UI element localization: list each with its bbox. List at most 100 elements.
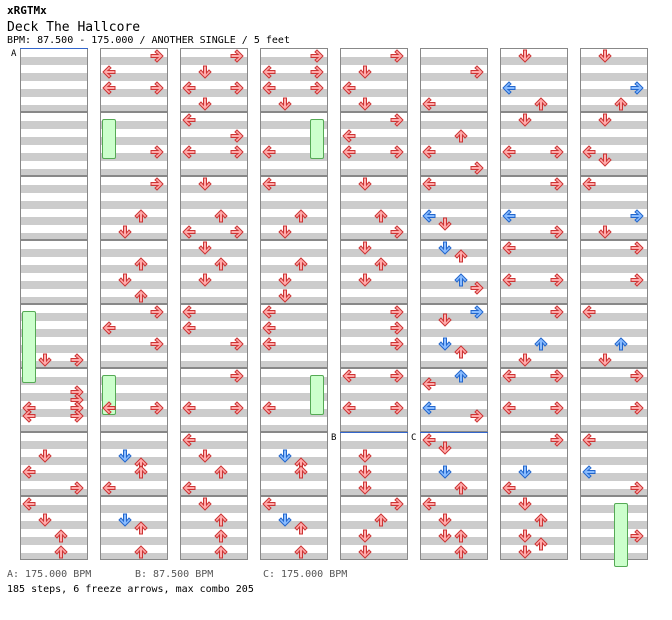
arrow-down-icon (438, 441, 452, 455)
freeze-arrow-body (310, 119, 324, 159)
measure-block (20, 496, 88, 560)
arrow-right-icon (550, 225, 564, 239)
arrow-down-icon (358, 241, 372, 255)
arrow-left-icon (262, 337, 276, 351)
arrow-up-icon (294, 257, 308, 271)
arrow-up-icon (134, 209, 148, 223)
bpm-change-line (340, 432, 408, 433)
arrow-down-icon (438, 513, 452, 527)
arrow-right-icon (390, 305, 404, 319)
arrow-left-icon (342, 401, 356, 415)
arrow-left-icon (262, 145, 276, 159)
arrow-right-icon (390, 337, 404, 351)
arrow-right-icon (230, 81, 244, 95)
arrow-left-icon (102, 321, 116, 335)
arrow-right-icon (230, 337, 244, 351)
arrow-up-icon (134, 257, 148, 271)
measure-block (500, 496, 568, 560)
arrow-down-icon (518, 353, 532, 367)
arrow-left-icon (342, 145, 356, 159)
arrow-up-icon (214, 545, 228, 559)
arrow-left-icon (342, 81, 356, 95)
arrow-left-icon (182, 433, 196, 447)
arrow-right-icon (230, 129, 244, 143)
arrow-right-icon (470, 65, 484, 79)
measure-block (580, 176, 648, 240)
arrow-right-icon (550, 369, 564, 383)
arrow-left-icon (182, 401, 196, 415)
arrow-down-icon (198, 273, 212, 287)
arrow-down-icon (438, 313, 452, 327)
bpm-change-label: C (411, 433, 417, 443)
arrow-down-icon (278, 97, 292, 111)
arrow-down-icon (438, 217, 452, 231)
arrow-right-icon (390, 497, 404, 511)
arrow-up-icon (454, 545, 468, 559)
arrow-down-icon (358, 449, 372, 463)
arrow-left-icon (582, 305, 596, 319)
arrow-left-icon (502, 241, 516, 255)
measure-block (180, 496, 248, 560)
measure-block (260, 240, 328, 304)
arrow-down-icon (358, 177, 372, 191)
bpm-change-line (420, 432, 488, 433)
arrow-left-icon (422, 177, 436, 191)
arrow-down-icon (438, 241, 452, 255)
arrow-right-icon (550, 273, 564, 287)
measure-block (420, 432, 488, 496)
measure-block (580, 112, 648, 176)
measure-block (180, 240, 248, 304)
measure-block (100, 432, 168, 496)
arrow-right-icon (630, 81, 644, 95)
arrow-left-icon (422, 377, 436, 391)
arrow-left-icon (582, 177, 596, 191)
arrow-down-icon (278, 225, 292, 239)
arrow-up-icon (134, 521, 148, 535)
arrow-down-icon (118, 225, 132, 239)
arrow-right-icon (550, 433, 564, 447)
arrow-left-icon (502, 273, 516, 287)
arrow-right-icon (390, 113, 404, 127)
arrow-right-icon (550, 177, 564, 191)
arrow-down-icon (38, 353, 52, 367)
arrow-right-icon (390, 145, 404, 159)
arrow-up-icon (134, 545, 148, 559)
song-title: Deck The Hallcore (7, 20, 141, 35)
arrow-right-icon (230, 145, 244, 159)
arrow-down-icon (358, 65, 372, 79)
arrow-left-icon (182, 305, 196, 319)
chart-column (20, 48, 88, 560)
arrow-down-icon (278, 449, 292, 463)
chart-meta: BPM: 87.500 - 175.000 / ANOTHER SINGLE /… (7, 35, 290, 46)
arrow-down-icon (518, 49, 532, 63)
arrow-up-icon (454, 345, 468, 359)
arrow-right-icon (230, 225, 244, 239)
arrow-down-icon (278, 513, 292, 527)
arrow-left-icon (422, 497, 436, 511)
chart-column (580, 48, 648, 567)
arrow-down-icon (358, 273, 372, 287)
freeze-arrow-body (614, 503, 628, 567)
arrow-up-icon (454, 529, 468, 543)
bpm-legend-a: A: 175.000 BPM (7, 569, 92, 580)
arrow-down-icon (358, 481, 372, 495)
measure-block (420, 176, 488, 240)
arrow-down-icon (438, 529, 452, 543)
arrow-up-icon (294, 465, 308, 479)
arrow-left-icon (422, 145, 436, 159)
arrow-right-icon (150, 337, 164, 351)
arrow-down-icon (358, 545, 372, 559)
measure-block (100, 496, 168, 560)
arrow-down-icon (198, 241, 212, 255)
arrow-right-icon (150, 145, 164, 159)
arrow-up-icon (534, 337, 548, 351)
arrow-left-icon (422, 209, 436, 223)
arrow-left-icon (262, 305, 276, 319)
arrow-left-icon (102, 481, 116, 495)
arrow-left-icon (102, 81, 116, 95)
measure-block (260, 304, 328, 368)
arrow-left-icon (262, 81, 276, 95)
arrow-right-icon (630, 481, 644, 495)
arrow-right-icon (150, 81, 164, 95)
arrow-right-icon (310, 81, 324, 95)
